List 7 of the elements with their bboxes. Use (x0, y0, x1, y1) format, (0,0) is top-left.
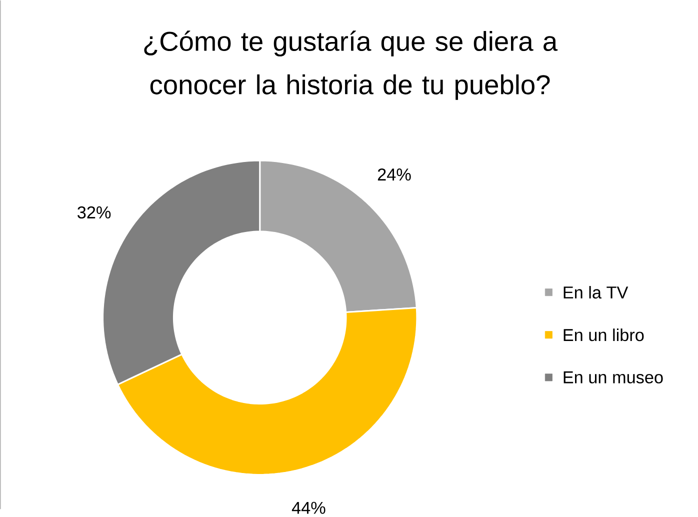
legend-label: En la TV (564, 286, 628, 298)
data-label: 24% (378, 168, 411, 180)
legend-label: En un libro (564, 328, 644, 342)
chart-title: ¿Cómo te gustaría que se diera a conocer la historia de tu pueblo? (144, 30, 558, 100)
data-label: 32% (78, 206, 111, 218)
data-label: 44% (292, 502, 326, 514)
legend-label: En un museo (564, 371, 663, 384)
